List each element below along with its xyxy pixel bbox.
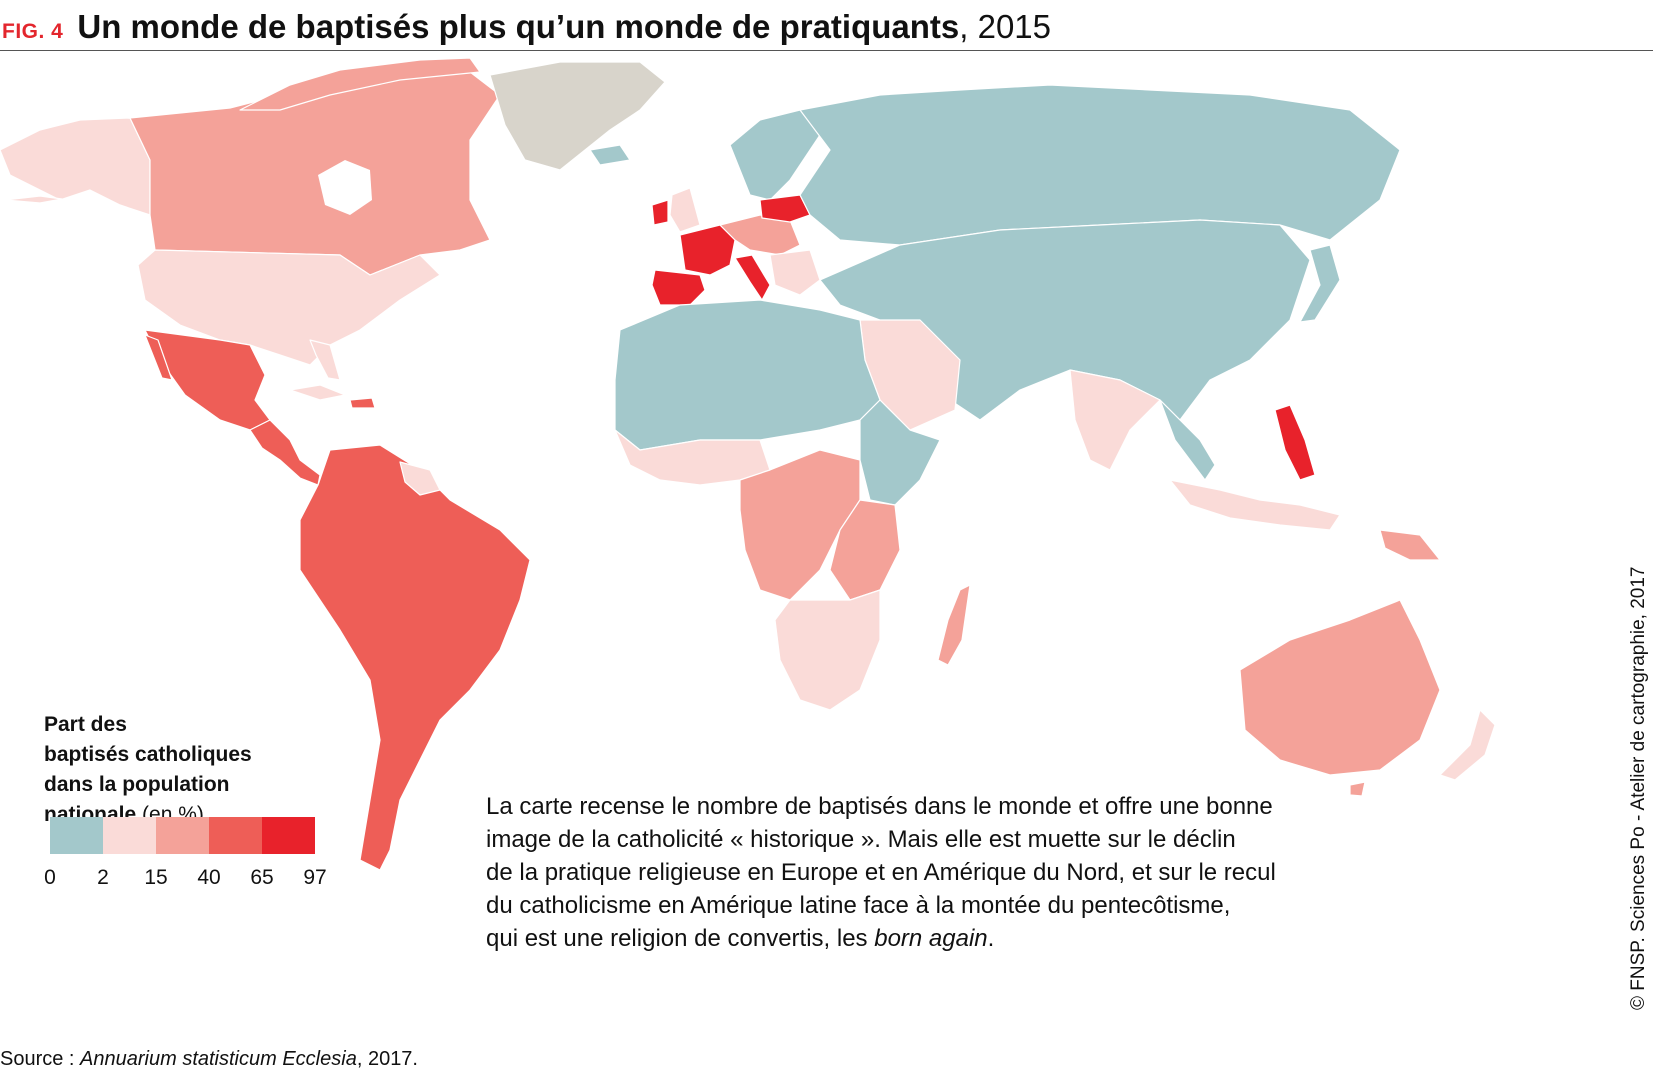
guianas-region [399,461,441,496]
australia-region [1239,599,1441,776]
russia-region [799,84,1401,246]
iceland-island [589,144,631,166]
header-rule [0,50,1653,51]
legend-swatch [103,817,156,854]
commentary-fragment: . [987,925,995,952]
commentary-line: image de la catholicité « historique ». … [486,826,1236,853]
ireland-island [651,199,669,226]
figure-title: Un monde de baptisés plus qu’un monde de… [77,8,960,45]
florida-region [309,339,341,381]
commentary-line: du catholicisme en Amérique latine face … [486,892,1231,919]
world-map [0,57,1496,871]
legend-tick: 65 [250,866,274,889]
iberia-region [651,269,706,306]
north-africa-region [614,299,881,451]
aleutian-islands [4,195,63,204]
poland-region [759,194,811,223]
legend-swatch [156,817,209,854]
southern-africa-region [774,589,881,711]
source-note: Source : Annuarium statisticum Ecclesia,… [0,1048,418,1071]
horn-of-africa-region [859,399,941,506]
baja-california [144,334,173,381]
legend-tick: 2 [97,866,109,889]
italy-region [734,254,771,301]
commentary-line: de la pratique religieuse en Europe et e… [486,859,1276,886]
copyright-credit: © FNSP. Sciences Po - Atelier de cartogr… [1628,566,1649,1010]
figure-label: FIG. 4 [2,20,64,43]
scandinavia-region [729,109,831,201]
commentary-line: qui est une religion de convertis, les b… [486,922,1426,955]
philippines-islands [1274,404,1316,481]
papua-new-guinea [1379,529,1441,561]
central-america-region [249,419,321,486]
canada-region [129,71,501,276]
greenland-region [489,61,666,171]
legend-color-bar [50,817,315,854]
commentary-italic: born again [874,925,988,952]
india-region [1069,369,1161,471]
legend-tick: 40 [197,866,221,889]
hispaniola-island [349,397,376,409]
indonesia-islands [1169,479,1341,531]
new-zealand-islands [1439,709,1496,781]
legend-tick: 0 [44,866,56,889]
legend-tick: 15 [144,866,168,889]
legend-title-line: Part des [44,713,127,736]
canada-arctic-islands [239,57,481,111]
legend-title-line: dans la population [44,773,230,796]
legend-swatch [209,817,262,854]
legend-title: Part des baptisés catholiques dans la po… [44,710,252,830]
commentary-fragment: qui est une religion de convertis, les [486,925,875,952]
alaska-region [0,117,151,216]
figure-year: , 2015 [959,8,1052,45]
commentary-line: La carte recense le nombre de baptisés d… [486,793,1273,820]
southeast-asia-region [1159,399,1216,481]
legend-swatch [262,817,315,854]
central-africa-region [739,449,861,601]
madagascar-island [937,584,971,666]
cuba-island [289,384,346,401]
hudson-bay [318,160,372,215]
commentary-text: La carte recense le nombre de baptisés d… [486,790,1426,955]
legend-title-line: baptisés catholiques [44,743,252,766]
tasmania-island [1349,781,1366,797]
legend-tick: 97 [303,866,327,889]
legend-tick-labels: 0 2 15 40 65 97 [0,866,360,896]
japan-islands [1299,244,1341,323]
great-britain-island [669,187,701,233]
figure-header: FIG. 4 Un monde de baptisés plus qu’un m… [0,8,1051,48]
source-suffix: , 2017. [356,1048,418,1070]
source-title: Annuarium statisticum Ecclesia [80,1048,357,1070]
source-prefix: Source : [0,1048,81,1070]
balkans-region [769,249,821,296]
south-america-region [299,444,531,871]
legend-swatch [50,817,103,854]
